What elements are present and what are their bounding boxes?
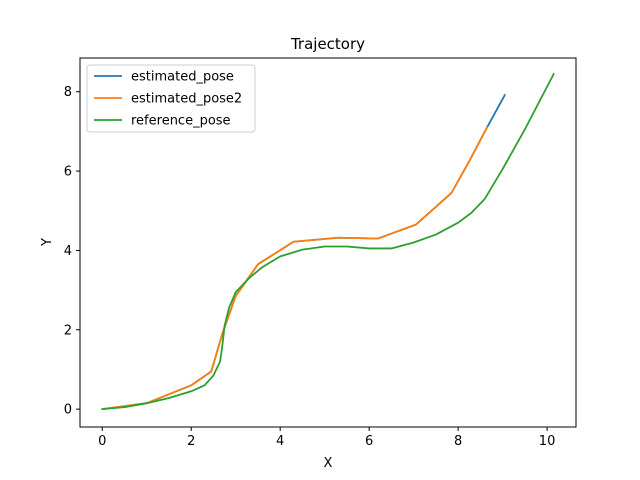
x-tick-label: 0 (98, 434, 106, 449)
y-tick-label: 4 (64, 244, 72, 259)
series-line-estimated-pose (101, 94, 506, 411)
y-axis-label: Y (40, 238, 55, 247)
legend-box (86, 64, 256, 133)
x-tick-label: 6 (365, 434, 373, 449)
plot-lines (101, 72, 555, 411)
legend-entry-label: estimated_pose (131, 70, 234, 85)
y-tick-label: 6 (64, 165, 72, 180)
y-tick-label: 0 (64, 403, 72, 418)
x-tick-label: 2 (187, 434, 195, 449)
series-line-estimated-pose2 (101, 126, 488, 411)
y-axis-ticks: 0 2 4 6 8 (64, 85, 80, 418)
plot-frame (79, 57, 577, 428)
legend: estimated_pose estimated_pose2 reference_p… (86, 64, 256, 133)
y-tick-label: 8 (64, 85, 72, 100)
x-axis-label: X (324, 456, 333, 471)
legend-entry-label: reference_pose (131, 114, 231, 129)
x-tick-label: 4 (276, 434, 284, 449)
x-tick-label: 8 (454, 434, 462, 449)
legend-entry-label: estimated_pose2 (131, 92, 242, 107)
x-tick-label: 10 (539, 434, 556, 449)
chart-title: Trajectory (290, 35, 365, 53)
series-line-reference-pose (101, 72, 555, 411)
x-axis-ticks: 0 2 4 6 8 10 (98, 427, 555, 449)
y-tick-label: 2 (64, 323, 72, 338)
